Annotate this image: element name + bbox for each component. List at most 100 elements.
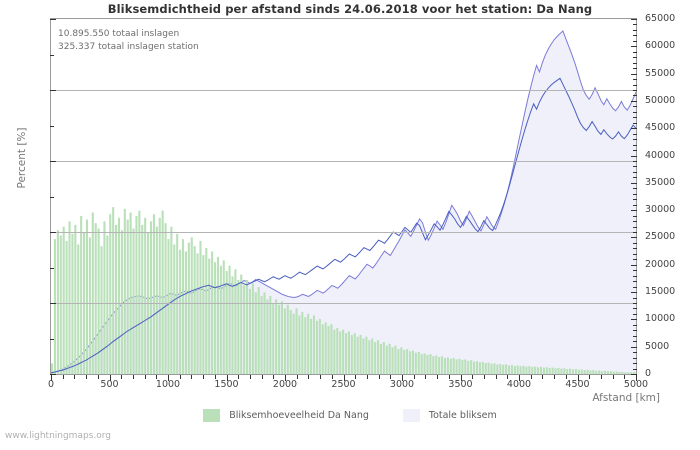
bar: [598, 370, 601, 374]
y-right-tick-label-65000: 65000: [645, 13, 676, 24]
x-tick-1700: [249, 375, 251, 379]
bar: [484, 363, 487, 374]
y-right-tick-59000: [633, 51, 637, 53]
bar: [94, 223, 97, 374]
bar: [391, 347, 394, 374]
x-tick-label-4500: 4500: [565, 379, 590, 390]
y-right-tick-label-20000: 20000: [645, 258, 676, 270]
legend-totale-bliksem-label: Totale bliksem: [428, 410, 497, 421]
bar: [336, 327, 339, 374]
bar: [85, 219, 89, 374]
bar: [542, 367, 545, 374]
bar: [129, 212, 132, 374]
bar: [601, 371, 604, 374]
x-tick-700: [132, 375, 134, 379]
y-right-tick-43000: [633, 139, 637, 141]
y-right-tick-63000: [633, 29, 637, 31]
bar: [551, 367, 554, 374]
legend-totale-bliksem[interactable]: Totale bliksem: [402, 409, 497, 422]
bar: [251, 283, 254, 374]
bar: [283, 308, 286, 374]
x-tick-3200: [425, 375, 427, 379]
bar: [362, 338, 365, 374]
y-right-tick-56000: [633, 68, 637, 70]
bar: [106, 235, 109, 374]
x-tick-label-2000: 2000: [272, 379, 298, 390]
bar: [382, 342, 385, 374]
y-right-tick-label-25000: 25000: [645, 231, 676, 243]
y-right-tick-label-55000: 55000: [645, 67, 676, 79]
y-right-tick-31000: [633, 204, 637, 206]
y-right-tick-35000: [631, 182, 637, 184]
legend-bliksemhoeveelheid[interactable]: Bliksemhoeveelheid Da Nang: [203, 409, 369, 422]
y-right-tick-label-0: 0: [645, 368, 652, 379]
bar: [167, 239, 170, 374]
bar: [115, 224, 118, 374]
bar: [528, 366, 531, 374]
bar: [630, 372, 633, 374]
bar: [624, 372, 627, 374]
y-right-tick-39000: [633, 161, 637, 162]
bar: [618, 371, 621, 374]
y-right-tick-3000: [633, 357, 637, 359]
legend-totale-bliksem-swatch: [402, 409, 420, 422]
bar: [103, 221, 106, 374]
bar: [263, 292, 266, 374]
y-right-tick-4000: [633, 352, 637, 354]
bar: [199, 240, 202, 374]
bar: [574, 369, 577, 374]
y-right-tick-12000: [633, 308, 637, 310]
y-right-tick-40000: [631, 155, 637, 157]
bar: [571, 369, 575, 374]
x-tick-500: [109, 375, 111, 381]
y-right-tick-label-50000: 50000: [645, 94, 676, 106]
bar: [566, 369, 569, 374]
bar: [254, 292, 257, 374]
bar: [475, 361, 479, 374]
bar: [62, 226, 65, 374]
bar: [132, 228, 135, 374]
bar: [144, 217, 147, 374]
x-tick-900: [156, 375, 158, 379]
x-tick-3400: [448, 375, 450, 379]
bar: [88, 237, 91, 374]
x-tick-2300: [320, 375, 322, 379]
legend-bliksemhoeveelheid-swatch: [203, 409, 221, 422]
y-right-tick-55000: [631, 73, 637, 75]
bar: [374, 342, 377, 374]
y-right-tick-13000: [633, 303, 637, 304]
bar: [507, 365, 511, 374]
x-tick-3000: [402, 375, 403, 381]
bar: [269, 295, 272, 374]
bar: [563, 368, 566, 374]
y-left-tick-100: [50, 19, 56, 20]
bar: [356, 336, 359, 374]
x-tick-label-1500: 1500: [214, 379, 239, 390]
bar: [56, 230, 59, 374]
bar: [397, 349, 400, 374]
bar: [295, 308, 298, 374]
bar: [301, 311, 304, 374]
bar: [117, 217, 121, 374]
y-right-tick-21000: [633, 259, 637, 261]
bar: [438, 356, 441, 374]
bar: [164, 223, 167, 374]
bar: [155, 226, 158, 374]
bar: [365, 336, 368, 374]
bar: [193, 246, 196, 374]
bar: [292, 313, 295, 374]
bar: [225, 271, 228, 374]
bar: [403, 349, 406, 374]
bar: [330, 324, 333, 374]
bar: [243, 285, 246, 374]
y-right-tick-10000: [631, 319, 637, 321]
bar: [321, 324, 324, 374]
bar: [539, 366, 543, 374]
bar: [534, 366, 537, 374]
bar: [342, 329, 345, 374]
bar: [359, 334, 362, 374]
bar: [473, 361, 476, 374]
bar: [141, 224, 144, 374]
bar: [353, 333, 356, 374]
